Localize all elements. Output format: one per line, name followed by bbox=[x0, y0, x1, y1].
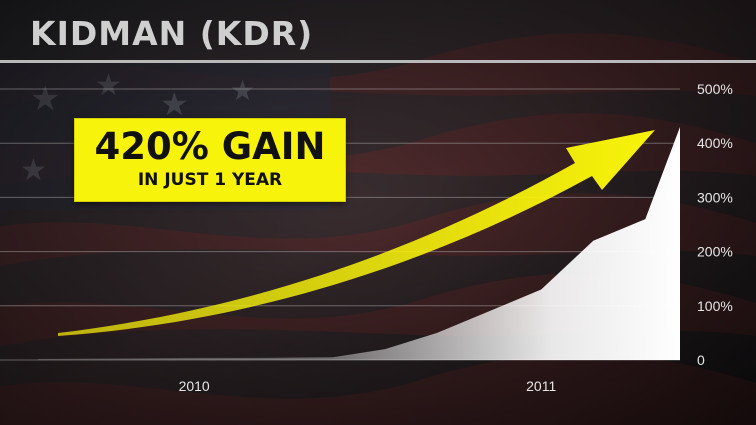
x-tick-label: 2010 bbox=[179, 378, 210, 394]
title-divider bbox=[0, 60, 756, 63]
y-tick-label: 0 bbox=[697, 352, 705, 368]
callout-headline: 420% GAIN bbox=[94, 125, 326, 168]
y-tick-label: 100% bbox=[697, 298, 733, 314]
page-title: KIDMAN (KDR) bbox=[30, 14, 314, 53]
growth-arrow bbox=[58, 130, 655, 336]
y-tick-label: 400% bbox=[697, 135, 733, 151]
y-tick-label: 500% bbox=[697, 81, 733, 97]
y-tick-label: 300% bbox=[697, 189, 733, 205]
gain-callout: 420% GAIN IN JUST 1 YEAR bbox=[74, 118, 346, 202]
callout-subtext: IN JUST 1 YEAR bbox=[137, 170, 283, 190]
x-tick-label: 2011 bbox=[526, 378, 556, 394]
y-tick-label: 200% bbox=[697, 244, 733, 260]
price-area bbox=[38, 126, 680, 360]
